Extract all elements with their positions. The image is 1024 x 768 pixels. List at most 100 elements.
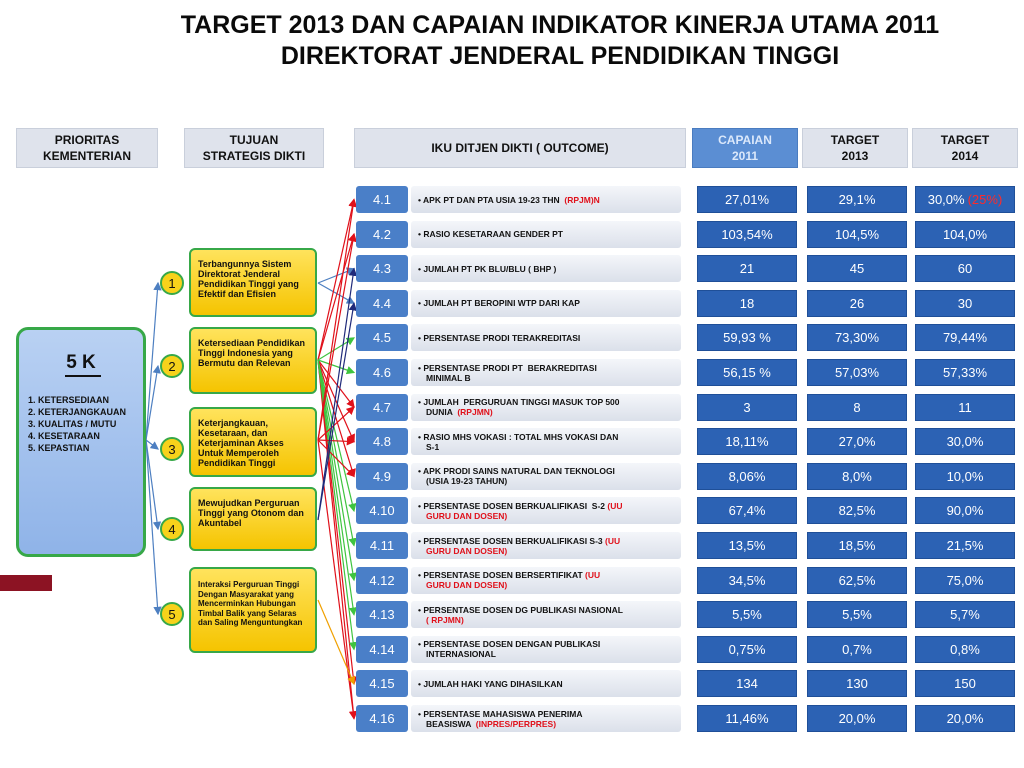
iku-label: • JUMLAH PERGURUAN TINGGI MASUK TOP 500 D… [411,393,681,421]
header-iku: IKU DITJEN DIKTI ( OUTCOME) [354,128,686,168]
target-2013-value-text: 73,30% [834,330,880,346]
header-target2013-line1: TARGET [830,133,880,147]
tujuan-text-line: Mewujudkan Perguruan [198,498,300,508]
tujuan-box-5: Interaksi Perguruan Tinggi Dengan Masyara… [189,567,317,653]
target-2013-value: 26 [807,289,907,317]
target-2014-value: 150 [915,670,1015,698]
bullet-icon: • [418,332,424,343]
header-prioritas-line2: KEMENTERIAN [42,149,131,163]
target-2013-value: 18,5% [807,532,907,559]
target-2014-value-text: 79,44% [942,330,988,346]
arrow-tujuan-to-iku-4.1 [317,198,358,441]
target-2013-value-text: 29,1% [838,192,876,207]
bullet-icon: • [418,708,424,719]
arrow-tujuan-to-iku-4.7 [317,359,355,409]
capaian-value-text: 18 [739,295,755,311]
target-2013-value-text: 0,7% [842,641,872,657]
target-2014-note: (25%) [967,192,1003,207]
bullet-icon: • [418,431,424,442]
target-2014-value: 10,0% [915,462,1015,490]
iku-label: • PERSENTASE DOSEN DENGAN PUBLIKASI INTER… [411,635,681,663]
target-2014-value-text: 104,0% [942,226,988,242]
arrow-tujuan-to-iku-4.8 [317,437,356,446]
iku-label: • PERSENTASE PRODI PT BERAKREDITASI MINIM… [411,359,681,386]
tujuan-box-4: Mewujudkan Perguruan Tinggi yang Otonom d… [189,487,317,551]
capaian-value: 59,93 % [697,324,797,352]
iku-label: • APK PT DAN PTA USIA 19-23 THN (RPJM)N [411,186,681,213]
header-tujuan-line1: TUJUAN [229,133,279,147]
tujuan-text-line: Interaksi Perguruan Tinggi [198,580,300,589]
tujuan-box-3: Keterjangkauan, Kesetaraan, dan Keterjamin… [189,407,317,477]
capaian-value: 0,75% [697,635,797,663]
iku-number: 4.4 [356,289,408,317]
capaian-value-text: 34,5% [728,572,766,588]
iku-number: 4.13 [356,601,408,629]
capaian-value: 21 [697,255,797,283]
tujuan-number-1: 1 [160,271,184,295]
tujuan-text-line: Terbangunnya Sistem [198,259,292,269]
arrow-tujuan-to-iku-4.1 [317,198,357,361]
maroon-accent-bar [0,575,52,591]
iku-label-line1: APK PRODI SAINS NATURAL DAN TEKNOLOGI [423,466,615,477]
iku-label: • PERSENTASE DOSEN BERSERTIFIKAT (UU GURU… [411,566,681,594]
bullet-icon: • [418,639,424,650]
target-2014-value-text: 0,8% [950,641,980,657]
target-2014-value: 30 [915,289,1015,317]
page-title: TARGET 2013 DAN CAPAIAN INDIKATOR KINERJ… [60,10,1024,72]
iku-number: 4.14 [356,635,408,663]
bullet-icon: • [418,466,424,477]
iku-number: 4.6 [356,359,408,386]
target-2013-value: 29,1% [807,186,907,213]
capaian-value: 18,11% [697,428,797,456]
iku-number: 4.2 [356,220,408,248]
tujuan-text-line: Tinggi yang Otonom dan [198,508,304,518]
bullet-icon: • [418,535,424,546]
iku-number: 4.16 [356,705,408,732]
bullet-icon: • [418,298,424,309]
target-2014-value-text: 57,33% [942,365,988,380]
capaian-value-text: 3 [743,399,751,415]
tujuan-text-line: Timbal Balik yang Selaras [198,608,297,618]
bullet-icon: • [418,362,424,373]
capaian-value: 67,4% [697,497,797,525]
tujuan-text-line: Pendidikan Tinggi yang [198,279,299,289]
iku-number: 4.11 [356,532,408,559]
capaian-value-text: 13,5% [728,538,766,553]
target-2014-value-text: 30,0% [946,434,984,450]
target-2013-value: 62,5% [807,566,907,594]
tujuan-text-line: Keterjaminan Akses [198,438,284,448]
target-2014-value: 75,0% [915,566,1015,594]
header-prioritas: PRIORITAS KEMENTERIAN [16,128,158,168]
iku-label-line2-red: (INPRES/PERPRES) [475,718,557,729]
header-capaian-line2: 2011 [731,149,759,163]
capaian-value: 103,54% [697,220,797,248]
target-2013-value: 0,7% [807,635,907,663]
iku-label-line1: JUMLAH HAKI YANG DIHASILKAN [423,678,563,689]
iku-label-line1: PERSENTASE PRODI PT BERAKREDITASI [423,362,597,373]
arrow-tujuan-to-iku-4.3 [317,267,358,521]
capaian-value: 8,06% [697,462,797,490]
capaian-value-text: 0,75% [728,641,766,657]
five-k-item: 1. KETERSEDIAAN [28,395,110,405]
iku-label-line1: RASIO KESETARAAN GENDER PT [423,229,563,240]
iku-number: 4.12 [356,566,408,594]
target-2014-value-text: 10,0% [946,468,984,484]
iku-number: 4.10 [356,497,408,525]
header-target2013-line2: 2013 [841,149,869,163]
arrow-tujuan-to-iku-4.9 [317,439,355,478]
iku-label-line2-red: GURU DAN DOSEN) [426,545,508,556]
target-2013-value: 27,0% [807,428,907,456]
five-k-item: 5. KEPASTIAN [28,443,90,453]
header-target2014-line1: TARGET [940,133,990,147]
tujuan-box-1: Terbangunnya Sistem Direktorat Jenderal Pe… [189,248,317,317]
iku-label-line2: MINIMAL B [426,372,471,383]
target-2013-value: 57,03% [807,359,907,386]
header-target2014-line2: 2014 [951,149,979,163]
iku-label-line2-red: ( RPJMN) [426,614,464,625]
tujuan-number-2: 2 [160,354,184,378]
target-2014-value-text: 150 [954,676,976,692]
iku-label-line1: RASIO MHS VOKASI : TOTAL MHS VOKASI DAN [423,431,619,442]
target-2013-value-text: 8 [853,399,861,415]
iku-label-line1: PERSENTASE DOSEN BERKUALIFIKASI S-3 [423,535,606,546]
iku-label: • PERSENTASE DOSEN DG PUBLIKASI NASIONAL… [411,601,681,629]
